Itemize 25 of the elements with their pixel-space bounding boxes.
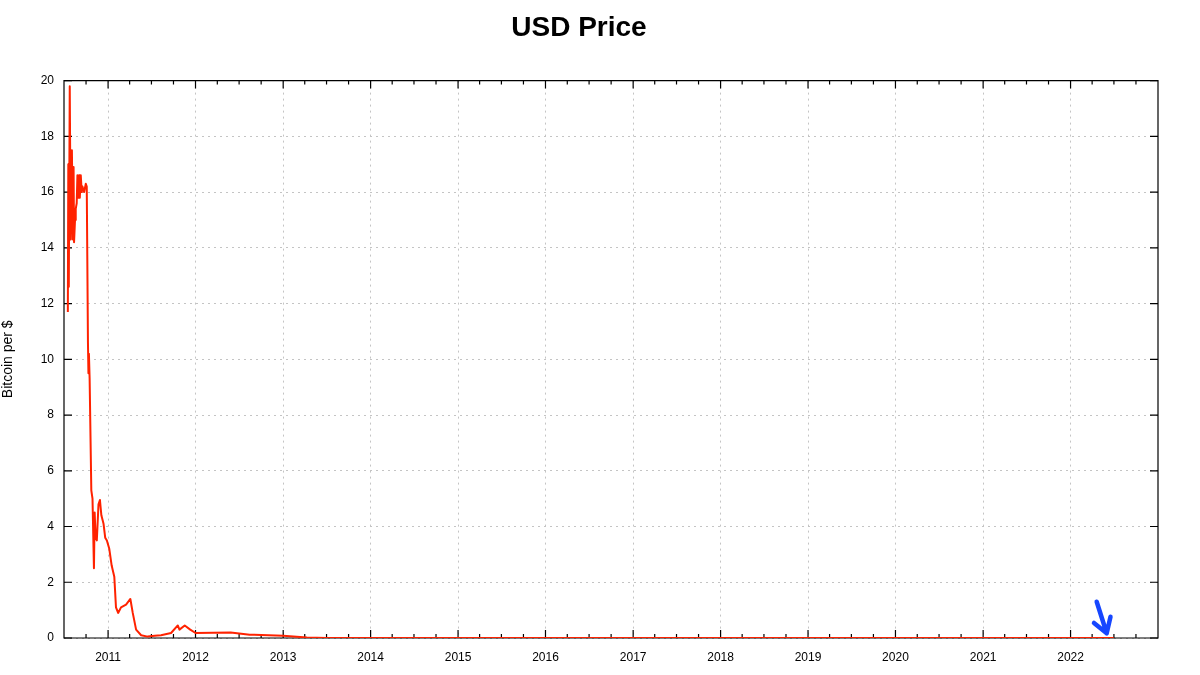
y-axis-title: Bitcoin per $ (0, 320, 16, 399)
y-tick-label: 4 (47, 518, 55, 533)
x-tick-label: 2015 (444, 649, 472, 664)
y-tick-label: 2 (47, 574, 55, 589)
chart-title: USD Price (511, 10, 647, 42)
x-tick-label: 2012 (182, 649, 210, 664)
y-tick-label: 18 (40, 128, 55, 143)
y-tick-label: 6 (47, 463, 55, 478)
x-tick-label: 2019 (794, 649, 822, 664)
y-tick-label: 20 (40, 72, 55, 87)
x-tick-label: 2013 (269, 649, 297, 664)
x-tick-label: 2021 (969, 649, 997, 664)
x-tick-label: 2011 (95, 649, 122, 664)
y-tick-label: 10 (40, 351, 55, 366)
x-tick-label: 2022 (1057, 649, 1085, 664)
x-tick-label: 2018 (707, 649, 735, 664)
x-tick-label: 2014 (357, 649, 385, 664)
x-tick-label: 2020 (882, 649, 910, 664)
y-tick-label: 8 (47, 407, 55, 422)
y-tick-label: 0 (47, 630, 55, 645)
x-tick-label: 2017 (619, 649, 647, 664)
y-tick-label: 12 (40, 295, 55, 310)
x-tick-label: 2016 (532, 649, 560, 664)
y-tick-label: 14 (40, 240, 55, 255)
y-tick-label: 16 (40, 184, 55, 199)
